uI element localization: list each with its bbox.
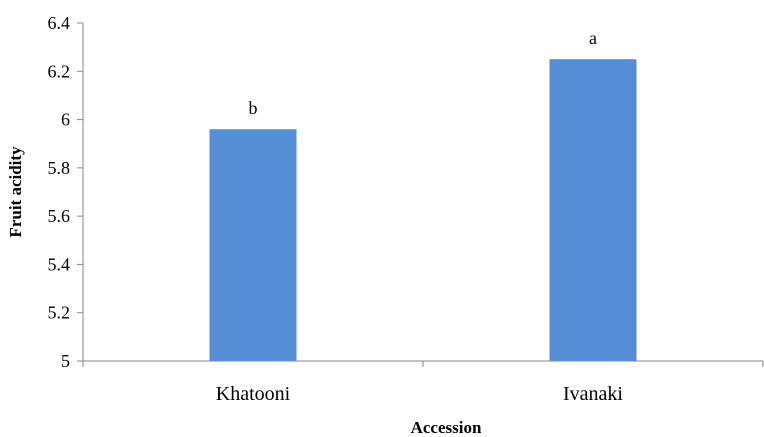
category-label: Ivanaki (563, 383, 623, 405)
y-tick-label: 6 (61, 110, 70, 130)
bar-khatooni (209, 129, 297, 361)
category-label: Khatooni (216, 383, 291, 405)
bars (209, 59, 637, 361)
y-tick-label: 5.8 (48, 158, 71, 178)
x-axis-title: Accession (411, 418, 482, 437)
y-tick-label: 5.6 (48, 206, 71, 226)
data-labels: ba (249, 28, 598, 118)
y-axis-title: Fruit acidity (6, 146, 25, 238)
y-tick-label: 5.2 (48, 303, 71, 323)
data-label: b (249, 98, 258, 118)
category-labels: Khatooni Ivanaki (216, 383, 624, 405)
y-axis: 5 5.2 5.4 5.6 5.8 6 6.2 6.4 (48, 13, 84, 371)
bar-ivanaki (549, 59, 637, 361)
y-tick-label: 6.2 (48, 61, 71, 81)
y-tick-label: 5.4 (48, 254, 71, 274)
y-tick-label: 5 (61, 351, 70, 371)
data-label: a (589, 28, 597, 48)
x-axis (82, 360, 764, 367)
y-tick-label: 6.4 (48, 13, 71, 33)
